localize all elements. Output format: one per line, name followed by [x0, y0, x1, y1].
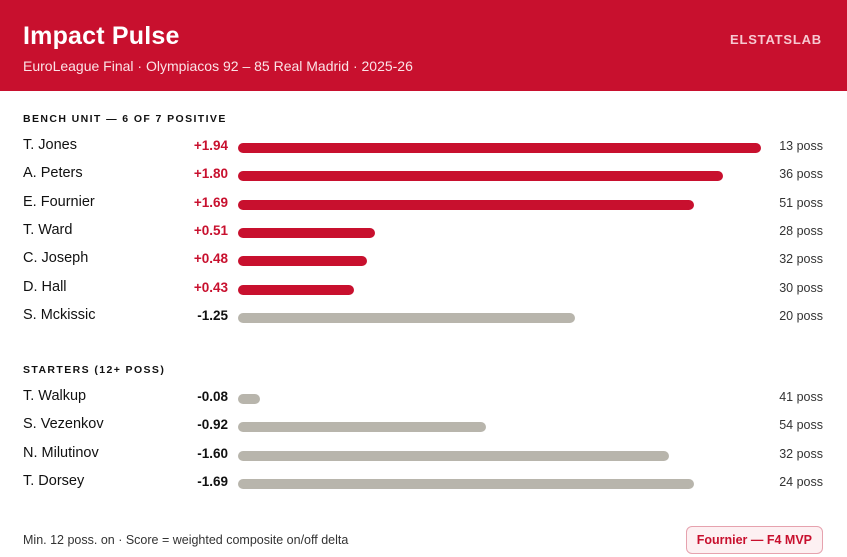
chart-row: T. Walkup -0.08 41 poss [0, 384, 847, 412]
chart-row: S. Vezenkov -0.92 54 poss [0, 412, 847, 440]
page-subtitle: EuroLeague Final · Olympiacos 92 – 85 Re… [23, 58, 413, 74]
footer-note: Min. 12 poss. on · Score = weighted comp… [23, 533, 349, 547]
impact-score-label: +1.94 [193, 138, 228, 153]
impact-bar [238, 394, 260, 404]
chart-row: D. Hall +0.43 30 poss [0, 275, 847, 303]
possessions-label: 32 poss [779, 252, 823, 267]
player-name: T. Jones [23, 137, 77, 153]
impact-bar [238, 422, 487, 433]
player-name: N. Milutinov [23, 444, 99, 461]
player-name: C. Joseph [23, 250, 89, 267]
impact-score-label: -1.25 [197, 307, 228, 323]
impact-score-label: +0.51 [193, 222, 228, 238]
impact-bar [238, 199, 694, 210]
impact-bar [238, 284, 354, 295]
bench-section-label: BENCH UNIT — 6 OF 7 POSITIVE [23, 113, 227, 125]
chart-row: T. Ward +0.51 28 poss [0, 218, 847, 246]
chart-row: N. Milutinov -1.60 32 poss [0, 441, 847, 469]
impact-score-label: -1.60 [197, 445, 228, 461]
possessions-label: 30 poss [779, 280, 823, 295]
impact-bar [238, 312, 575, 323]
impact-score-label: -0.08 [197, 389, 228, 404]
player-name: S. Mckissic [23, 306, 96, 323]
impact-bar [238, 478, 694, 489]
player-name: A. Peters [23, 165, 83, 182]
impact-bar [238, 143, 761, 153]
impact-score-label: -1.69 [197, 473, 228, 489]
chart-row: E. Fournier +1.69 51 poss [0, 190, 847, 218]
player-name: T. Ward [23, 221, 73, 238]
impact-bar [238, 450, 670, 461]
chart-row: S. Mckissic -1.25 20 poss [0, 303, 847, 331]
player-name: S. Vezenkov [23, 416, 104, 433]
possessions-label: 28 poss [779, 223, 823, 238]
impact-score-label: +0.43 [193, 279, 228, 295]
possessions-label: 13 poss [779, 139, 823, 153]
chart-row: C. Joseph +0.48 32 poss [0, 246, 847, 274]
possessions-label: 41 poss [779, 390, 823, 404]
starters-section-label: STARTERS (12+ POSS) [23, 364, 166, 376]
impact-bar [238, 227, 376, 238]
player-name: D. Hall [23, 278, 67, 295]
page-title: Impact Pulse [23, 22, 180, 50]
impact-bar [238, 171, 724, 182]
possessions-label: 20 poss [779, 308, 823, 323]
player-name: T. Dorsey [23, 472, 85, 489]
possessions-label: 54 poss [779, 418, 823, 433]
brand-logo-text: ELSTATSLAB [729, 32, 822, 47]
possessions-label: 32 poss [779, 446, 823, 461]
chart-row: A. Peters +1.80 36 poss [0, 161, 847, 189]
chart-row: T. Jones +1.94 13 poss [0, 133, 847, 161]
possessions-label: 24 poss [779, 474, 823, 489]
possessions-label: 36 poss [779, 167, 823, 182]
impact-score-label: +1.69 [193, 194, 228, 210]
possessions-label: 51 poss [779, 195, 823, 210]
impact-score-label: +1.80 [193, 166, 228, 182]
player-name: E. Fournier [23, 193, 95, 210]
impact-bar [238, 256, 368, 267]
impact-score-label: -0.92 [197, 417, 228, 433]
header-banner: Impact Pulse EuroLeague Final · Olympiac… [0, 0, 847, 91]
impact-score-label: +0.48 [193, 251, 228, 267]
player-name: T. Walkup [23, 388, 87, 404]
mvp-badge: Fournier — F4 MVP [685, 526, 823, 554]
chart-row: T. Dorsey -1.69 24 poss [0, 469, 847, 497]
